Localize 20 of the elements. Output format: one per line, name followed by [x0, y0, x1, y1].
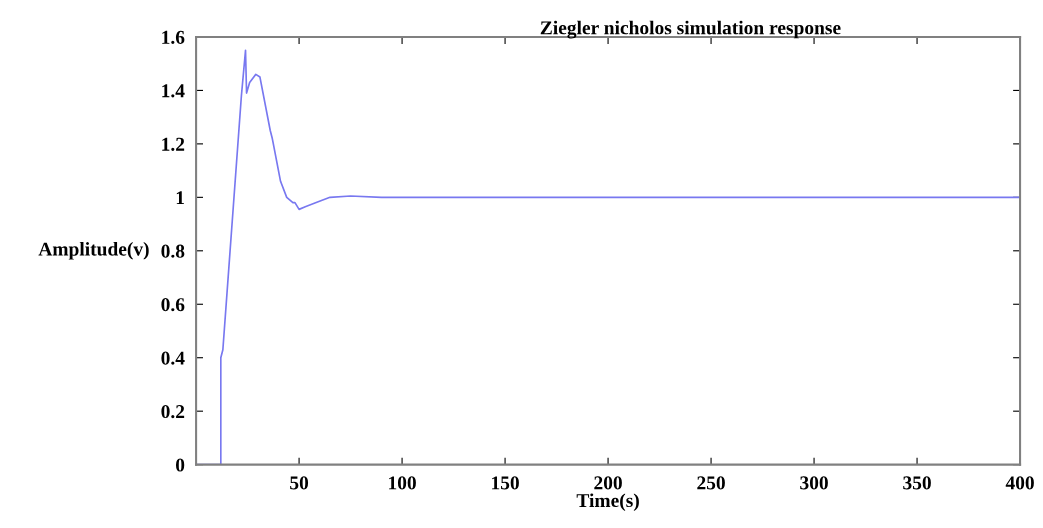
y-tick-label: 1.4 — [162, 84, 185, 98]
y-tick-label: 1 — [176, 191, 184, 205]
y-tick-label: 0.6 — [161, 298, 185, 312]
y-tick-label: 0.8 — [161, 244, 185, 258]
y-axis-title: Amplitude(v) — [38, 241, 149, 260]
x-tick-label: 100 — [389, 476, 416, 490]
y-tick-label: 0 — [175, 458, 185, 472]
y-tick-label: 0.4 — [161, 351, 185, 365]
x-tick-label: 300 — [800, 476, 828, 490]
y-tick-label: 1.6 — [162, 30, 185, 44]
chart-title: Ziegler nicholos simulation response — [540, 20, 841, 39]
x-tick-label: 250 — [697, 476, 725, 490]
x-tick-label: 200 — [594, 476, 622, 490]
y-tick-label: 1.2 — [162, 137, 185, 151]
x-tick-label: 400 — [1005, 476, 1034, 490]
x-tick-label: 50 — [290, 476, 309, 490]
y-tick-label: 0.2 — [161, 405, 185, 419]
x-tick-label: 150 — [492, 476, 519, 490]
x-axis-title: Time(s) — [576, 493, 639, 512]
x-tick-label: 350 — [903, 476, 931, 490]
